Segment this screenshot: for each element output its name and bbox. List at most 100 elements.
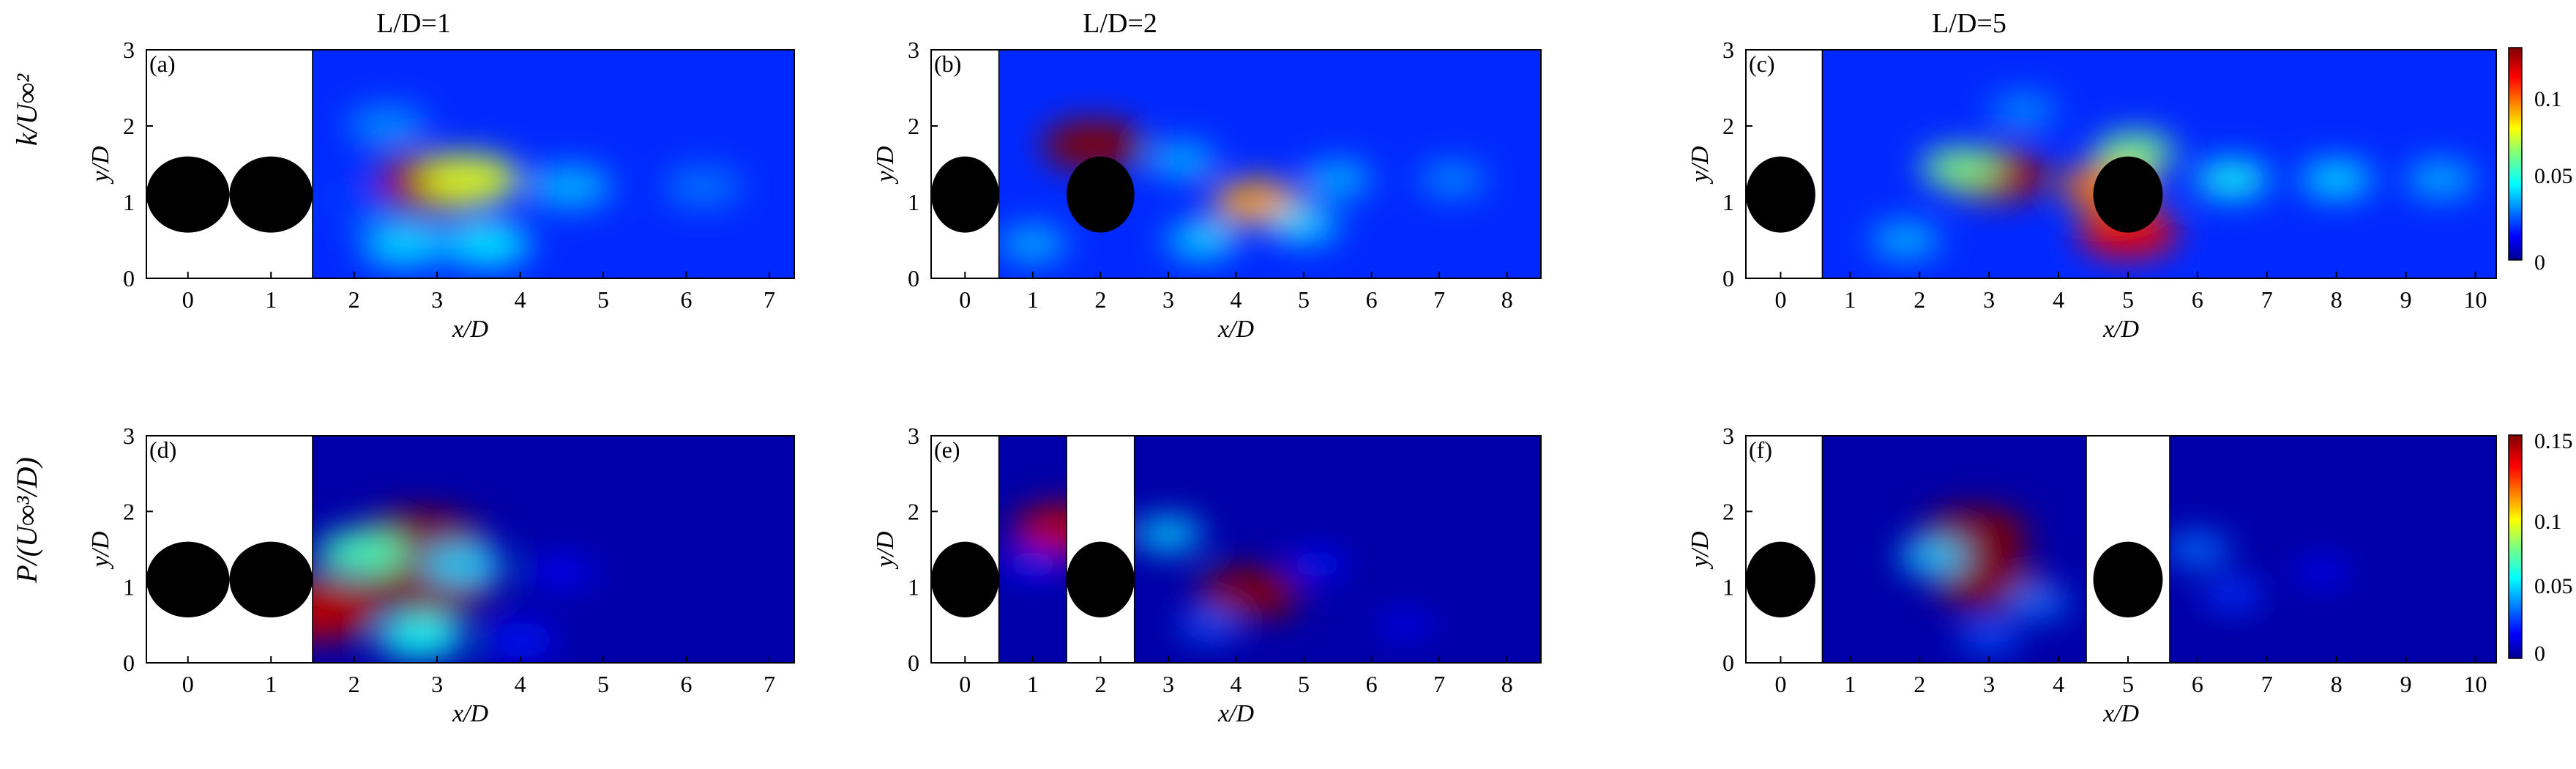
- cylinder: [229, 156, 313, 233]
- panel-label: (d): [149, 436, 176, 463]
- y-tick-label: 0: [908, 265, 919, 291]
- x-tick-label: 2: [1094, 671, 1106, 697]
- cylinder: [146, 156, 230, 233]
- x-axis-label: x/D: [452, 316, 489, 343]
- y-axis-label: y/D: [872, 146, 899, 185]
- heatmap-hotspot: [2005, 586, 2071, 619]
- x-tick-label: 3: [431, 286, 443, 313]
- y-tick-label: 0: [1722, 650, 1734, 676]
- heatmap-hotspot: [1134, 516, 1203, 551]
- x-tick-label: 7: [1433, 286, 1445, 313]
- cylinder: [1746, 541, 1815, 617]
- heatmap-hotspot: [419, 543, 504, 586]
- x-tick-label: 5: [2122, 286, 2134, 313]
- y-tick-label: 3: [1722, 423, 1734, 449]
- cylinder: [931, 541, 999, 617]
- heatmap-hotspots: [998, 119, 1486, 261]
- heatmap-hotspots: [1898, 507, 2352, 653]
- panel-label: (a): [149, 51, 176, 77]
- x-tick-label: 3: [1983, 286, 1995, 313]
- x-tick-label: 5: [597, 671, 609, 697]
- colorbar-top: 0.1 0.05 0: [2508, 47, 2573, 275]
- y-tick-label: 1: [123, 189, 135, 215]
- y-tick-label: 2: [123, 498, 135, 524]
- x-tick-label: 3: [431, 671, 443, 697]
- panel-e: 0 1 2 3 4 5 6 7 8 0 1 2 3 x/D y/D (e): [872, 423, 1542, 727]
- y-tick-label: 2: [1722, 113, 1734, 139]
- panel-f: 0 1 2 3 4 5 6 7 8 9 10 0 1 2 3 x/D y/D (f): [1687, 423, 2497, 727]
- x-tick-label: 4: [2053, 286, 2064, 313]
- heatmap-hotspots: [1003, 505, 1434, 641]
- colorbar-bottom: 0.15 0.1 0.05 0: [2508, 429, 2573, 666]
- panel-label: (e): [934, 436, 960, 463]
- x-tick-label: 6: [1366, 286, 1378, 313]
- x-tick-label: 10: [2464, 671, 2487, 697]
- x-tick-label: 8: [1501, 286, 1513, 313]
- y-tick-label: 0: [908, 650, 919, 676]
- x-tick-label: 2: [1914, 286, 1925, 313]
- y-axis-label: y/D: [872, 531, 899, 570]
- cylinder: [1067, 541, 1135, 617]
- heatmap-hotspot: [1957, 620, 2021, 653]
- y-tick-label: 3: [123, 37, 135, 63]
- heatmap-hotspot: [1167, 223, 1237, 258]
- x-tick-label: 0: [959, 671, 971, 697]
- heatmap-field: [146, 436, 794, 663]
- heatmap-hotspot: [2165, 532, 2230, 566]
- heatmap-hotspot: [316, 179, 392, 218]
- x-tick-label: 5: [2122, 671, 2134, 697]
- panel-label: (c): [1749, 51, 1775, 77]
- x-tick-label: 0: [1774, 671, 1786, 697]
- x-tick-label: 5: [597, 286, 609, 313]
- x-tick-label: 1: [1844, 286, 1856, 313]
- panel-c: 0 1 2 3 4 5 6 7 8 9 10 0 1 2 3 x/D y/D (c): [1687, 37, 2497, 343]
- x-tick-label: 2: [348, 671, 360, 697]
- heatmap-hotspot: [2293, 557, 2352, 587]
- heatmap-hotspot: [663, 167, 742, 207]
- cylinder: [146, 541, 230, 617]
- heatmap-hotspot: [1304, 162, 1372, 196]
- heatmap-hotspot: [347, 105, 428, 146]
- heatmap-hotspot: [2201, 579, 2263, 611]
- heatmap-hotspot: [2405, 162, 2476, 197]
- axes-frame: [1745, 435, 2497, 664]
- heatmap-hotspot: [1871, 223, 1941, 258]
- x-tick-label: 7: [764, 286, 775, 313]
- heatmap-field: [931, 50, 1541, 278]
- x-tick-label: 6: [2192, 671, 2203, 697]
- panel-b: 0 1 2 3 4 5 6 7 8 0 1 2 3 x/D y/D (b): [872, 37, 1542, 343]
- y-tick-label: 0: [123, 650, 135, 676]
- axes-frame: [146, 49, 795, 279]
- x-tick-label: 1: [1027, 671, 1039, 697]
- cylinder: [229, 541, 313, 617]
- y-tick-label: 3: [1722, 37, 1734, 63]
- heatmap-hotspot: [1148, 143, 1216, 177]
- x-tick-label: 4: [515, 671, 526, 697]
- heatmap-hotspot: [1420, 163, 1486, 196]
- heatmap-hotspots: [316, 105, 742, 266]
- panel-a: 0 1 2 3 4 5 6 7 0 1 2 3 x/D y/D (a): [87, 37, 795, 343]
- heatmap-hotspot: [1898, 539, 1969, 575]
- axes-frame: [146, 435, 795, 664]
- x-tick-label: 1: [265, 286, 277, 313]
- heatmap-field: [1746, 436, 2496, 663]
- heatmap-hotspot: [1288, 549, 1347, 579]
- x-tick-label: 6: [1366, 671, 1378, 697]
- y-tick-label: 1: [1722, 189, 1734, 215]
- heatmap-hotspot: [376, 614, 465, 658]
- x-axis-label: x/D: [1217, 700, 1255, 727]
- colorbar-top-tick: 0.05: [2534, 164, 2573, 188]
- x-tick-label: 1: [265, 671, 277, 697]
- heatmap-hotspot: [1003, 549, 1062, 579]
- x-tick-label: 4: [1231, 671, 1242, 697]
- y-tick-label: 2: [123, 113, 135, 139]
- x-tick-label: 4: [1231, 286, 1242, 313]
- panels: 0 1 2 3 4 5 6 7 0 1 2 3 x/D y/D (a) 0 1 2 3 4 5 6 7 8 0 1 2 3 x/D y/D…: [87, 37, 2497, 727]
- heatmap-field: [146, 50, 794, 278]
- heatmap-hotspots: [254, 509, 597, 658]
- cylinder: [2093, 156, 2163, 233]
- y-axis-label: y/D: [87, 146, 114, 185]
- x-tick-label: 1: [1844, 671, 1856, 697]
- heatmap-hotspot: [526, 554, 597, 590]
